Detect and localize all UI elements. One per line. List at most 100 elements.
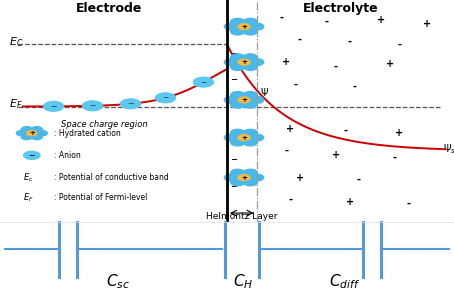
Text: Helmontz Layer: Helmontz Layer (206, 212, 277, 221)
Text: −: − (230, 49, 237, 58)
Text: −: − (230, 22, 237, 31)
Text: +: + (345, 197, 354, 207)
Circle shape (224, 96, 238, 103)
Text: +: + (386, 59, 395, 69)
Text: $E_F$: $E_F$ (23, 191, 34, 204)
Circle shape (27, 131, 37, 136)
Text: -: - (357, 175, 360, 185)
Text: : Anion: : Anion (54, 151, 81, 160)
Text: -: - (280, 13, 283, 23)
Circle shape (224, 134, 238, 141)
Circle shape (16, 130, 27, 136)
Text: −: − (230, 182, 237, 191)
Circle shape (231, 54, 245, 61)
Circle shape (243, 129, 257, 136)
Text: +: + (282, 57, 290, 67)
Circle shape (21, 127, 32, 132)
Circle shape (231, 139, 245, 146)
Circle shape (193, 77, 213, 87)
Circle shape (83, 101, 103, 111)
Text: -: - (407, 199, 410, 209)
Text: −: − (127, 99, 133, 108)
Circle shape (231, 64, 245, 71)
Circle shape (243, 101, 257, 108)
Circle shape (243, 64, 257, 71)
Text: −: − (230, 102, 237, 111)
Circle shape (250, 174, 264, 181)
Text: +: + (286, 124, 295, 134)
Text: -: - (393, 153, 397, 163)
Circle shape (231, 28, 245, 35)
Circle shape (243, 139, 257, 146)
Circle shape (120, 99, 140, 109)
Text: −: − (162, 93, 168, 102)
Text: -: - (325, 17, 329, 27)
Circle shape (155, 93, 175, 103)
Circle shape (243, 92, 257, 98)
Circle shape (24, 151, 40, 159)
Circle shape (231, 92, 245, 98)
Text: -: - (293, 79, 297, 89)
Text: $C_{sc}$: $C_{sc}$ (106, 272, 130, 291)
Circle shape (231, 169, 245, 176)
Text: +: + (29, 130, 35, 136)
Circle shape (243, 169, 257, 176)
Circle shape (238, 135, 250, 140)
Circle shape (238, 175, 250, 180)
Circle shape (224, 59, 238, 66)
Text: -: - (284, 146, 288, 156)
Text: : Hydrated cation: : Hydrated cation (54, 129, 121, 138)
Text: -: - (343, 126, 347, 136)
Text: Electrode: Electrode (76, 2, 142, 15)
Text: −: − (230, 129, 237, 138)
Text: +: + (423, 19, 431, 29)
Text: −: − (230, 75, 237, 85)
Circle shape (243, 179, 257, 186)
Text: +: + (241, 24, 247, 29)
Circle shape (238, 59, 250, 65)
Text: -: - (289, 195, 292, 205)
Circle shape (224, 23, 238, 30)
Text: Space charge region: Space charge region (61, 120, 148, 129)
Text: −: − (200, 78, 207, 87)
Circle shape (44, 102, 64, 111)
Circle shape (31, 127, 42, 132)
Text: $E_C$: $E_C$ (9, 35, 24, 49)
Circle shape (250, 134, 264, 141)
Text: −: − (50, 102, 57, 111)
Text: +: + (395, 128, 404, 138)
Text: −: − (230, 155, 237, 164)
Text: -: - (352, 81, 356, 92)
Text: $\Psi$: $\Psi$ (260, 86, 269, 98)
Circle shape (243, 28, 257, 35)
Text: $\Psi_s$: $\Psi_s$ (443, 142, 454, 156)
Circle shape (231, 179, 245, 186)
Text: -: - (298, 35, 301, 45)
Text: +: + (241, 59, 247, 65)
Circle shape (231, 18, 245, 25)
Text: $C_{diff}$: $C_{diff}$ (330, 272, 360, 291)
Text: +: + (241, 135, 247, 140)
Text: +: + (332, 150, 340, 160)
Text: +: + (377, 15, 385, 25)
Circle shape (224, 174, 238, 181)
Circle shape (21, 134, 32, 140)
Circle shape (238, 97, 250, 103)
Text: : Potential of conductive band: : Potential of conductive band (54, 173, 169, 182)
Text: -: - (348, 37, 351, 47)
Text: +: + (296, 173, 304, 182)
Text: -: - (398, 40, 401, 49)
Text: +: + (241, 97, 247, 103)
Circle shape (250, 96, 264, 103)
Text: +: + (241, 174, 247, 181)
Text: $E_F$: $E_F$ (9, 97, 23, 111)
Circle shape (238, 24, 250, 29)
Text: −: − (89, 101, 96, 110)
Circle shape (231, 129, 245, 136)
Text: Electrolyte: Electrolyte (303, 2, 378, 15)
Text: $E_c$: $E_c$ (23, 171, 33, 184)
Circle shape (243, 18, 257, 25)
Text: : Potential of Fermi-level: : Potential of Fermi-level (54, 193, 148, 202)
Text: -: - (334, 62, 338, 71)
Circle shape (36, 130, 47, 136)
